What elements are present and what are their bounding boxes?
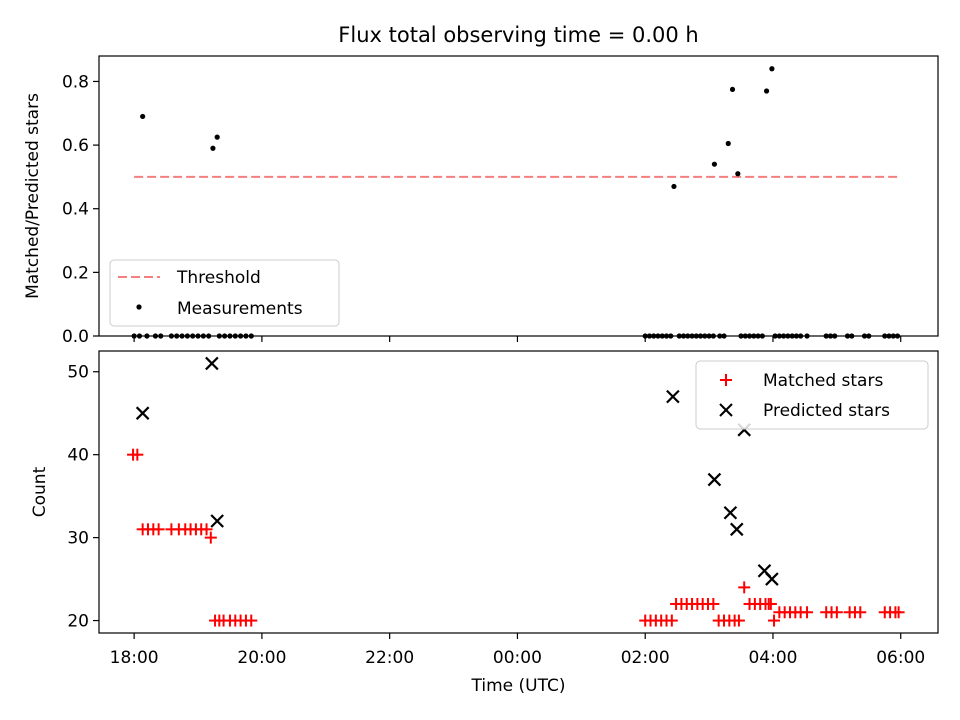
top-ytick-label: 0.2: [62, 263, 89, 283]
top-ytick-label: 0.4: [62, 200, 89, 220]
legend-predicted-label: Predicted stars: [763, 401, 890, 421]
predicted-point: [205, 356, 219, 371]
bottom-xtick-label: 20:00: [237, 648, 286, 668]
bottom-ytick-label: 30: [67, 529, 89, 549]
predicted-point-b: [210, 514, 224, 528]
predicted-point-b: [729, 522, 744, 537]
bottom-xtick-label: 02:00: [621, 648, 670, 668]
top-frame: [98, 55, 939, 337]
bottom-xtick-label: 22:00: [365, 648, 414, 668]
matched-point: [738, 581, 751, 594]
matched-point: [200, 523, 213, 536]
measurement-point: [671, 183, 677, 190]
top-ytick-label: 0.6: [62, 136, 89, 156]
predicted-point-b: [205, 356, 219, 371]
legend-matched-label: Matched stars: [763, 371, 883, 391]
predicted-point: [210, 514, 224, 528]
top-ytick-label: 0.8: [62, 72, 89, 92]
predicted-point: [135, 406, 150, 420]
predicted-point-b: [723, 505, 738, 520]
predicted-point: [707, 472, 722, 487]
predicted-point: [666, 389, 680, 404]
matched-point: [830, 606, 843, 619]
bottom-panel: 20 30 40 50 18:00 20:00 22:00 00:00 02:00 04:00 0…: [30, 350, 939, 696]
matched-point: [245, 614, 258, 627]
matched-point: [768, 614, 781, 627]
matched-point: [892, 606, 905, 619]
predicted-point-b: [666, 389, 680, 404]
bottom-xtick-label: 18:00: [110, 648, 159, 668]
top-y-axis-label: Matched/Predicted stars: [23, 93, 43, 299]
measurement-point: [763, 88, 770, 94]
matched-point: [707, 597, 720, 610]
legend-measurements-label: Measurements: [177, 299, 303, 319]
bottom-legend: Matched stars Predicted stars: [695, 360, 929, 430]
measurement-point: [140, 113, 146, 120]
matched-point: [665, 614, 678, 627]
bottom-frame: [98, 350, 939, 634]
measurement-point: [210, 145, 216, 151]
bottom-xtick-label: 04:00: [748, 648, 797, 668]
predicted-point-b: [757, 564, 772, 578]
predicted-point-b: [765, 572, 779, 586]
legend-matched-swatch: [720, 374, 732, 386]
matched-point: [152, 523, 165, 536]
predicted-point-b: [135, 406, 150, 420]
bottom-ytick-label: 40: [67, 446, 89, 466]
top-legend: Threshold Measurements: [109, 259, 340, 327]
predicted-point: [765, 572, 779, 586]
matched-point: [854, 606, 867, 619]
top-panel: 0.00.20.40.60.8 Matched/Predicted stars …: [23, 55, 939, 347]
matched-point: [764, 597, 777, 610]
predicted-point-b: [707, 472, 722, 487]
legend-threshold-label: Threshold: [176, 268, 261, 288]
predicted-point: [729, 522, 744, 537]
legend-measurements-swatch: [136, 304, 142, 310]
chart-title: Flux total observing time = 0.00 h: [338, 23, 698, 47]
bottom-xtick-label: 06:00: [876, 648, 925, 668]
matched-point: [732, 614, 745, 627]
measurement-point: [769, 66, 775, 72]
top-ytick-label: 0.0: [62, 327, 89, 347]
predicted-point: [723, 505, 738, 520]
bottom-ytick-label: 50: [67, 363, 89, 383]
bottom-xtick-label: 00:00: [493, 648, 542, 668]
measurement-point: [725, 140, 731, 147]
matched-point: [204, 531, 217, 544]
measurement-point: [711, 161, 718, 167]
x-axis-label: Time (UTC): [471, 676, 566, 696]
bottom-ytick-label: 20: [67, 612, 89, 632]
measurement-point: [214, 134, 220, 140]
matched-point: [131, 448, 144, 461]
measurement-point: [735, 171, 741, 177]
matched-point: [801, 606, 814, 619]
measurement-point: [729, 86, 736, 93]
legend-predicted-swatch: [719, 403, 733, 417]
bottom-y-axis-label: Count: [30, 466, 50, 517]
